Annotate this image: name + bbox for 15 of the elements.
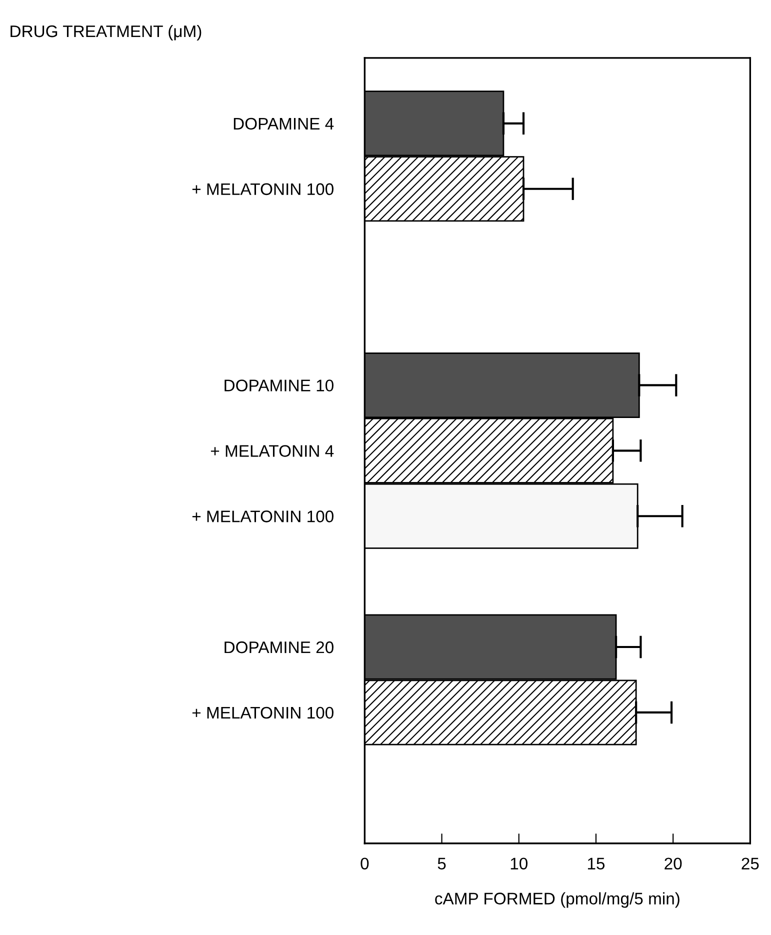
- y-tick-label: + MELATONIN 100: [192, 706, 334, 719]
- x-axis-title: cAMP FORMED (pmol/mg/5 min): [435, 892, 680, 908]
- x-tick-label: 10: [510, 858, 528, 870]
- x-tick-label: 25: [742, 858, 759, 870]
- text: DRUG TREATMENT (μM): [10, 24, 202, 40]
- y-tick-label: DOPAMINE 10: [224, 380, 334, 392]
- y-tick-label: DOPAMINE 4: [234, 118, 334, 130]
- y-tick-label: DOPAMINE 20: [224, 641, 334, 654]
- x-tick-label: 5: [438, 858, 446, 870]
- y-tick-label: + MELATONIN 100: [192, 183, 334, 196]
- y-tick-label: + MELATONIN 100: [192, 510, 334, 522]
- x-tick-label: 0: [360, 858, 369, 870]
- x-tick-label: 15: [588, 858, 605, 870]
- y-tick-label: + MELATONIN 4: [210, 445, 334, 457]
- x-tick-label: 20: [664, 858, 682, 870]
